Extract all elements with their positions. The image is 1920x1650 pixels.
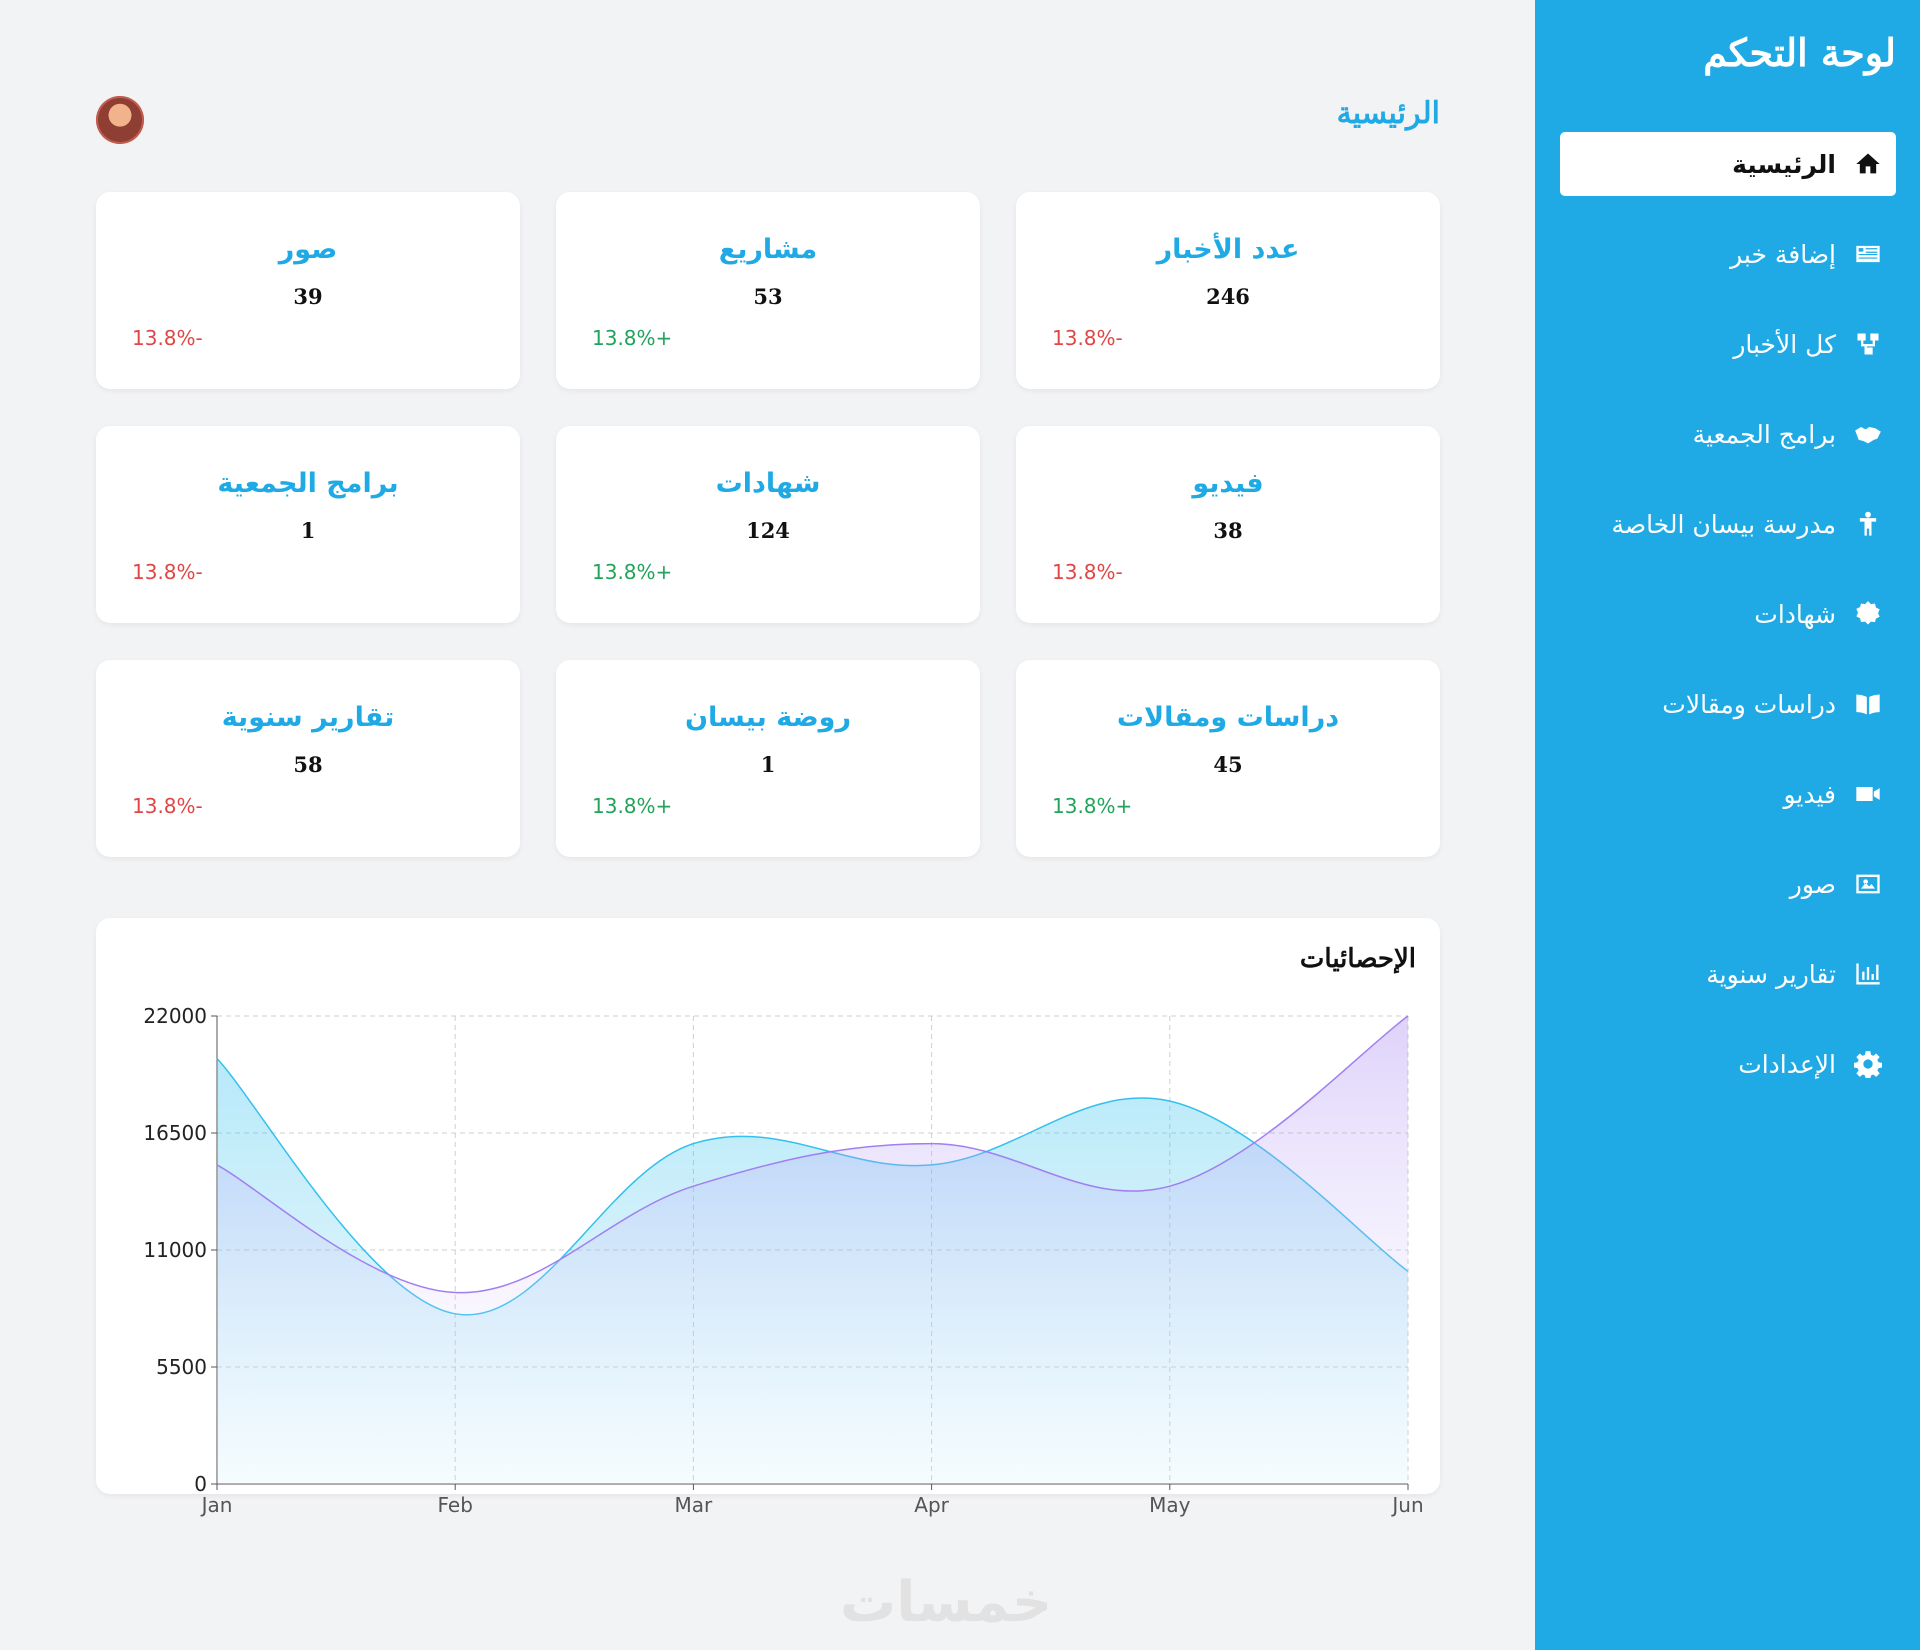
sidebar-item-programs[interactable]: برامج الجمعية [1560,402,1896,466]
card-change: 13.8%+ [592,794,673,818]
stat-card-projects: مشاريع 53 13.8%+ [556,192,980,389]
card-title: مشاريع [718,234,818,265]
home-icon [1852,148,1884,180]
stat-card-images: صور 39 13.8%- [96,192,520,389]
sidebar: لوحة التحكم الرئيسية إضافة خبر كل الأخبا… [1535,0,1920,1650]
card-change: 13.8%+ [1052,794,1133,818]
card-title: صور [278,234,338,265]
card-change: 13.8%- [1052,326,1123,350]
series-line-2 [216,1015,1409,1294]
sidebar-item-label: شهادات [1754,599,1836,629]
x-tick-label: Mar [675,1493,714,1517]
news-icon [1852,238,1884,270]
x-tick-label: May [1149,1493,1191,1517]
child-icon [1852,508,1884,540]
sidebar-item-school[interactable]: مدرسة بيسان الخاصة [1560,492,1896,556]
card-change: 13.8%- [132,794,203,818]
y-tick-label: 5500 [156,1355,207,1379]
x-tick-label: Apr [914,1493,949,1517]
stat-card-programs: برامج الجمعية 1 13.8%- [96,426,520,623]
card-change: 13.8%- [132,326,203,350]
statistics-chart-card: الإحصائيات 0 5500 11000 16500 22000 Jan Feb Mar… [96,918,1440,1517]
y-tick-label: 22000 [143,1004,207,1028]
handshake-icon [1852,418,1884,450]
chart-title: الإحصائيات [1299,944,1416,974]
x-tick-label: Jun [1390,1493,1423,1517]
sidebar-item-all-news[interactable]: كل الأخبار [1560,312,1896,376]
certificate-icon [1852,598,1884,630]
card-title: دراسات ومقالات [1116,702,1340,733]
sidebar-item-label: برامج الجمعية [1692,419,1836,449]
y-tick-label: 11000 [143,1238,207,1262]
stat-card-annual-reports: تقارير سنوية 58 13.8%- [96,660,520,857]
avatar[interactable] [96,96,144,144]
sidebar-item-label: إضافة خبر [1730,239,1836,269]
card-title: شهادات [715,468,821,499]
sidebar-item-label: الرئيسية [1732,149,1836,179]
sidebar-item-certificates[interactable]: شهادات [1560,582,1896,646]
sidebar-item-label: الإعدادات [1738,1049,1836,1079]
image-icon [1852,868,1884,900]
sidebar-item-video[interactable]: فيديو [1560,762,1896,826]
sidebar-title: لوحة التحكم [1703,30,1896,75]
card-change: 13.8%- [1052,560,1123,584]
sidebar-item-reports[interactable]: تقارير سنوية [1560,942,1896,1006]
card-value: 39 [293,284,323,309]
x-tick-label: Feb [437,1493,472,1517]
card-change: 13.8%+ [592,560,673,584]
sidebar-item-add-news[interactable]: إضافة خبر [1560,222,1896,286]
card-change: 13.8%- [132,560,203,584]
sidebar-item-label: دراسات ومقالات [1662,689,1836,719]
stat-card-video: فيديو 38 13.8%- [1016,426,1440,623]
card-title: فيديو [1192,468,1264,499]
sidebar-item-home[interactable]: الرئيسية [1560,132,1896,196]
x-tick-label: Jan [200,1493,233,1517]
book-icon [1852,688,1884,720]
card-value: 1 [300,518,316,543]
sidebar-item-label: فيديو [1783,779,1837,809]
page-title: الرئيسية [1336,96,1440,131]
stat-card-kindergarten: روضة بيسان 1 13.8%+ [556,660,980,857]
bar-chart-icon [1852,958,1884,990]
watermark: خمسات [840,1570,1053,1635]
card-title: روضة بيسان [684,702,851,733]
card-value: 58 [293,752,323,777]
card-value: 1 [760,752,776,777]
card-value: 124 [746,518,790,543]
stat-card-news: عدد الأخبار 246 13.8%- [1016,192,1440,389]
y-tick-label: 0 [194,1472,207,1496]
series-area-2 [217,1016,1408,1484]
sidebar-item-label: صور [1789,869,1836,899]
gear-icon [1852,1048,1884,1080]
card-value: 246 [1206,284,1250,309]
card-title: عدد الأخبار [1156,234,1300,265]
sitemap-icon [1852,328,1884,360]
stat-card-studies: دراسات ومقالات 45 13.8%+ [1016,660,1440,857]
card-title: برامج الجمعية [217,468,399,499]
video-icon [1852,778,1884,810]
sidebar-item-label: كل الأخبار [1733,329,1836,359]
sidebar-item-studies[interactable]: دراسات ومقالات [1560,672,1896,736]
sidebar-nav: الرئيسية إضافة خبر كل الأخبار برامج الجم… [1560,132,1896,1122]
card-change: 13.8%+ [592,326,673,350]
card-value: 45 [1213,752,1243,777]
y-tick-label: 16500 [143,1121,207,1145]
card-title: تقارير سنوية [221,702,395,733]
stat-card-certificates: شهادات 124 13.8%+ [556,426,980,623]
sidebar-item-label: مدرسة بيسان الخاصة [1611,509,1836,539]
sidebar-item-images[interactable]: صور [1560,852,1896,916]
sidebar-item-settings[interactable]: الإعدادات [1560,1032,1896,1096]
card-value: 38 [1213,518,1243,543]
card-value: 53 [753,284,783,309]
statistics-chart: 0 5500 11000 16500 22000 Jan Feb Mar Apr May Jun [143,1004,1423,1517]
sidebar-item-label: تقارير سنوية [1706,959,1836,989]
